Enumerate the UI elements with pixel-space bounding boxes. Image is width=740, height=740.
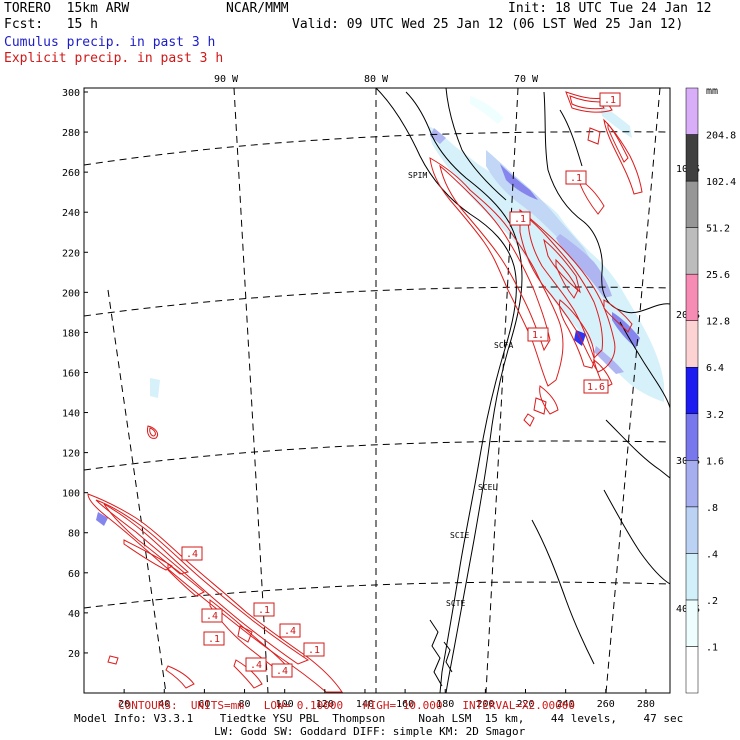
contour-label: .4 (186, 549, 198, 560)
legend-level-label: .1 (706, 642, 718, 653)
x-tick-label: 220 (516, 699, 534, 710)
contour-label: .4 (250, 660, 262, 671)
legend-color-block (685, 87, 699, 135)
x-tick-label: 80 (239, 699, 251, 710)
legend-color-block (685, 320, 699, 368)
legend-level-label: .4 (706, 549, 718, 560)
explicit-precip-contours (87, 91, 643, 693)
station-label: SCTE (446, 599, 465, 608)
x-tick-label: 40 (158, 699, 170, 710)
y-tick-label: 80 (68, 529, 80, 540)
y-tick-label: 300 (62, 88, 80, 99)
legend-color-block (685, 134, 699, 182)
x-tick-label: 20 (118, 699, 130, 710)
cumulus-precip-shading (96, 96, 664, 526)
contour-label: .1 (514, 214, 526, 225)
y-tick-label: 120 (62, 449, 80, 460)
legend-level-label: 204.8 (706, 131, 736, 142)
contour-label-group: .1 .1 .1 1. 1.6 .4 .4 .1 .1 .4 .1 .4 .4 (181, 92, 621, 678)
station-label: SPIM (408, 171, 427, 180)
y-tick-label: 260 (62, 168, 80, 179)
y-tick-label: 60 (68, 569, 80, 580)
legend-color-block (685, 599, 699, 647)
map-frame (83, 87, 671, 694)
y-tick-label: 200 (62, 288, 80, 299)
y-tick-label: 220 (62, 248, 80, 259)
legend-color-block (685, 273, 699, 321)
legend-level-label: 51.2 (706, 224, 730, 235)
contour-label: .4 (276, 666, 288, 677)
lon-label: 80 W (364, 74, 389, 85)
station-label: SCIE (450, 531, 469, 540)
contours-info: CONTOURS: UNITS=mm LOW= 0.10000 HIGH= 10… (118, 699, 575, 712)
station-label: SCFA (494, 341, 513, 350)
model-info: Model Info: V3.3.1 Tiedtke YSU PBL Thomp… (74, 712, 684, 725)
x-tick-label: 180 (436, 699, 454, 710)
legend-level-label: .2 (706, 596, 718, 607)
field-explicit-title: Explicit precip. in past 3 h (4, 51, 224, 66)
x-tick-label: 60 (198, 699, 210, 710)
station-labels: SPIM SCFA SCEL SCIE SCTE (408, 171, 513, 608)
init-time: Init: 18 UTC Tue 24 Jan 12 (508, 1, 712, 16)
legend-level-label: 25.6 (706, 270, 730, 281)
legend-color-block (685, 227, 699, 275)
x-tick-label: 120 (316, 699, 334, 710)
model-physics-info: LW: Godd SW: Goddard DIFF: simple KM: 2D… (214, 725, 526, 738)
x-tick-label: 140 (356, 699, 374, 710)
contour-label: 1. (532, 330, 544, 341)
legend-color-block (685, 366, 699, 415)
legend-level-label: 6.4 (706, 363, 724, 374)
x-tick-label: 260 (597, 699, 615, 710)
contour-label: .1 (308, 645, 320, 656)
legend-level-label: 1.6 (706, 456, 724, 467)
y-tick-label: 100 (62, 489, 80, 500)
contour-label: .4 (206, 611, 218, 622)
lon-label: 70 W (514, 74, 539, 85)
org-name: NCAR/MMM (226, 1, 289, 16)
contour-label: 1.6 (587, 382, 605, 393)
y-tick-label: 140 (62, 409, 80, 420)
lon-label: 90 W (214, 74, 239, 85)
model-name: TORERO 15km ARW (4, 1, 130, 16)
contour-label: .4 (284, 626, 296, 637)
legend-level-label: .8 (706, 503, 718, 514)
x-tick-label: 200 (476, 699, 494, 710)
y-tick-label: 240 (62, 208, 80, 219)
valid-time: Valid: 09 UTC Wed 25 Jan 12 (06 LST Wed … (292, 17, 684, 32)
legend-color-block (685, 180, 699, 228)
x-tick-label: 240 (557, 699, 575, 710)
legend-color-block (685, 506, 699, 554)
legend-color-block (685, 460, 699, 508)
y-axis: 300 280 260 240 220 200 180 160 140 120 100 80 60 40 2… (62, 88, 88, 660)
x-tick-label: 100 (276, 699, 294, 710)
y-tick-label: 280 (62, 128, 80, 139)
longitude-labels: 90 W 80 W 70 W (214, 74, 539, 85)
legend-units: mm (706, 86, 718, 97)
y-tick-label: 180 (62, 328, 80, 339)
legend-level-label: 102.4 (706, 177, 736, 188)
station-label: SCEL (478, 483, 497, 492)
color-legend: mm .1 .2 .4 .8 1.6 3.2 6.4 12.8 25.6 51.2 102.4 204… (685, 86, 736, 694)
field-cumulus-title: Cumulus precip. in past 3 h (4, 35, 216, 50)
forecast-hour: Fcst: 15 h (4, 17, 98, 32)
y-tick-label: 160 (62, 368, 80, 379)
legend-color-block (685, 553, 699, 601)
legend-level-label: 3.2 (706, 410, 724, 421)
contour-label: .1 (208, 634, 220, 645)
legend-level-label: 12.8 (706, 317, 730, 328)
y-tick-label: 40 (68, 609, 80, 620)
legend-color-block (685, 646, 699, 694)
x-tick-label: 280 (637, 699, 655, 710)
x-axis: 20 40 60 80 100 120 140 160 180 200 220 240 260 280 (118, 689, 655, 710)
coastline (375, 87, 671, 694)
y-tick-label: 20 (68, 649, 80, 660)
contour-label: .1 (258, 605, 270, 616)
contour-label: .1 (570, 173, 582, 184)
legend-color-block (685, 413, 699, 461)
contour-label: .1 (604, 95, 616, 106)
x-tick-label: 160 (396, 699, 414, 710)
